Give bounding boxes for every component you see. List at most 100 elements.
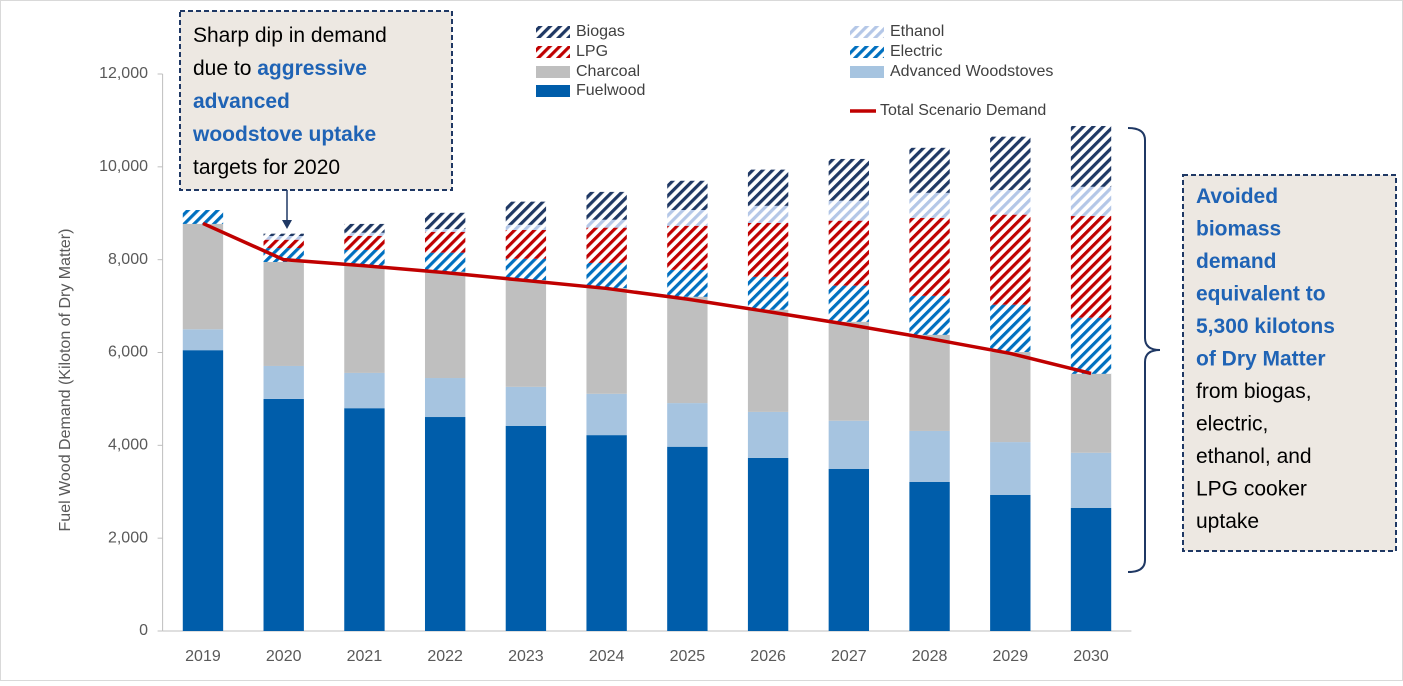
x-tick-label: 2020 [266, 648, 302, 665]
x-tick-label: 2027 [831, 648, 867, 665]
bar-segment [344, 235, 385, 250]
annotation-text: uptake [1196, 510, 1259, 533]
legend-label: Fuelwood [576, 82, 645, 99]
bar-segment [909, 334, 950, 431]
bar-segment [990, 136, 1031, 191]
bar-segment [828, 200, 870, 221]
annotation-span: woodstove uptake [192, 123, 376, 146]
bar-segment [828, 285, 870, 322]
bar-segment [263, 233, 304, 236]
legend-swatch [850, 46, 884, 58]
bar-segment [344, 265, 385, 373]
annotation-span: Avoided [1196, 185, 1278, 208]
bar-segment [747, 411, 789, 458]
y-tick-label: 2,000 [108, 529, 148, 546]
x-tick-label: 2021 [347, 648, 383, 665]
bar-segment [344, 408, 385, 631]
bar-segment [909, 430, 950, 483]
annotation-text: due to aggressive [193, 57, 367, 80]
annotation-span: advanced [193, 90, 290, 113]
legend-label: Charcoal [576, 63, 640, 80]
bar-segment [909, 192, 950, 218]
bar-segment [424, 378, 466, 418]
legend-label: Electric [890, 43, 942, 60]
bar-segment [909, 482, 950, 631]
bar-segment [505, 258, 547, 281]
bar-segment [182, 350, 224, 631]
bar-segment [909, 295, 950, 335]
annotation-span: of Dry Matter [1196, 347, 1326, 370]
x-tick-label: 2022 [427, 648, 463, 665]
bar-segment [344, 232, 385, 236]
x-tick-label: 2019 [185, 648, 221, 665]
annotation-text: demand [1196, 250, 1277, 273]
annotation-span: aggressive [257, 57, 367, 80]
legend-label: LPG [576, 43, 608, 60]
bar-segment [263, 365, 304, 399]
bar-segment [667, 403, 708, 447]
bar-segment [586, 435, 627, 631]
annotation-text: Sharp dip in demand [193, 24, 387, 47]
bar-segment [505, 386, 547, 426]
annotation-text: ethanol, and [1196, 445, 1312, 468]
x-tick-label: 2023 [508, 648, 544, 665]
legend-swatch [536, 46, 570, 58]
bar-segment [1070, 452, 1112, 508]
bar-segment [424, 229, 466, 232]
bar-segment [424, 271, 466, 379]
bar-segment [747, 205, 789, 223]
legend-label: Total Scenario Demand [880, 102, 1046, 119]
y-tick-label: 12,000 [99, 65, 148, 82]
legend-label: Ethanol [890, 23, 944, 40]
annotation-text: 5,300 kilotons [1196, 315, 1335, 338]
bar-segment [747, 222, 789, 277]
y-axis-label: Fuel Wood Demand (Kiloton of Dry Matter) [57, 229, 74, 532]
x-tick-label: 2030 [1073, 648, 1109, 665]
bar-segment [1070, 317, 1112, 374]
legend-label: Advanced Woodstoves [890, 63, 1053, 80]
bar-segment [344, 223, 385, 233]
bar-segment [747, 169, 789, 206]
annotation-span: due to [193, 57, 257, 80]
bar-segment [747, 276, 789, 310]
x-tick-label: 2026 [750, 648, 786, 665]
annotation-text: electric, [1196, 412, 1268, 435]
bar-segment [667, 296, 708, 404]
bar-segment [263, 248, 304, 262]
bar-segment [586, 227, 627, 263]
annotation-span: ethanol, and [1196, 445, 1312, 468]
bar-segment [667, 210, 708, 226]
total-line [202, 221, 1092, 376]
legend-swatch [536, 66, 570, 78]
bar-segment [586, 393, 627, 436]
annotation-text: woodstove uptake [192, 123, 376, 146]
annotation-span: biomass [1196, 217, 1281, 240]
annotation-box [179, 10, 453, 191]
y-tick-label: 8,000 [108, 251, 148, 268]
x-tick-label: 2028 [912, 648, 948, 665]
bar-segment [424, 252, 466, 272]
bar-segment [505, 425, 547, 631]
legend-swatch [850, 66, 884, 78]
bar-segment [667, 225, 708, 270]
annotation-span: uptake [1196, 510, 1259, 533]
bar-segment [990, 352, 1031, 443]
legend-swatch [536, 85, 570, 97]
y-tick-label: 10,000 [99, 158, 148, 175]
bar-segment [909, 217, 950, 296]
bracket [1127, 127, 1161, 573]
annotation-text: Avoided [1196, 185, 1278, 208]
bar-segment [263, 239, 304, 249]
y-tick-label: 4,000 [108, 437, 148, 454]
bar-segment [828, 469, 870, 631]
annotation-text: advanced [193, 90, 290, 113]
annotation-span: from biogas, [1196, 380, 1312, 403]
bar-segment [828, 321, 870, 421]
bar-segment [182, 210, 224, 224]
bar-segment [344, 372, 385, 409]
annotation-span: LPG cooker [1196, 477, 1307, 500]
bar-segment [344, 249, 385, 266]
bar-segment [990, 494, 1031, 631]
bar-segment [667, 269, 708, 297]
